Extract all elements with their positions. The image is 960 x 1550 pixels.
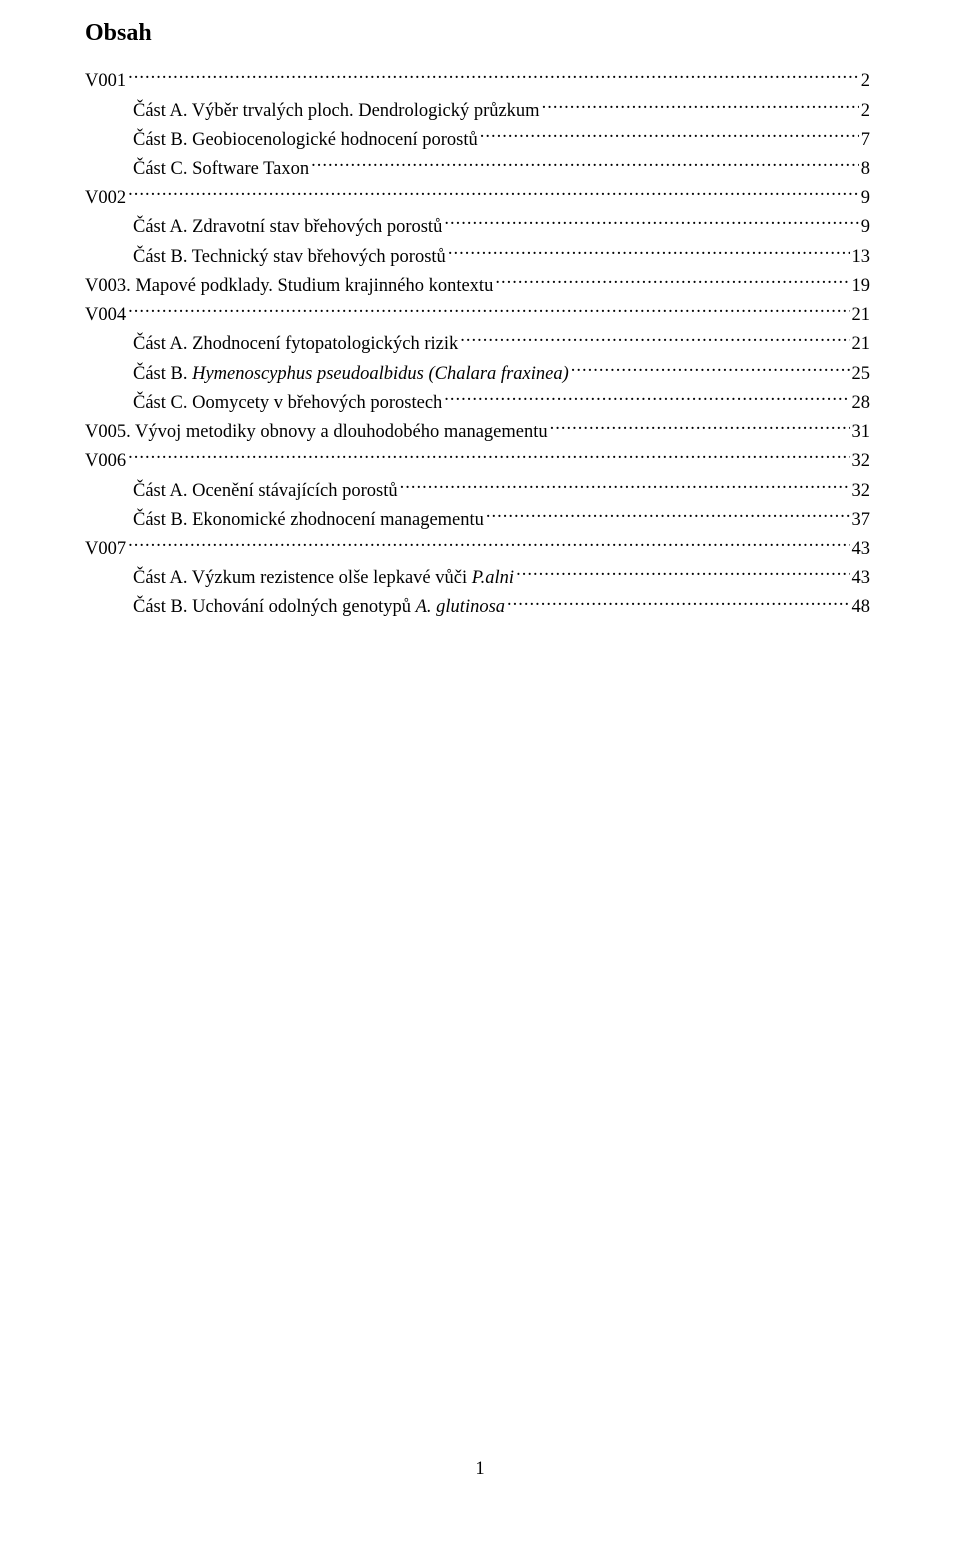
toc-entry-page: 9 <box>861 215 870 240</box>
toc-entry-label: V004 <box>85 303 126 328</box>
toc-entry: Část C. Software Taxon 8 <box>85 153 870 182</box>
toc-entry-page: 32 <box>852 449 871 474</box>
toc-entry-page: 48 <box>852 595 871 620</box>
page-title: Obsah <box>85 20 870 47</box>
toc-entry-page: 8 <box>861 157 870 182</box>
toc-entry-label: V001 <box>85 69 126 94</box>
toc-entry: V005. Vývoj metodiky obnovy a dlouhodobé… <box>85 416 870 445</box>
toc-entry-label: Část A. Ocenění stávajících porostů <box>133 479 398 504</box>
toc-entry-label: V005. Vývoj metodiky obnovy a dlouhodobé… <box>85 420 548 445</box>
toc-entry-label: Část B. Geobiocenologické hodnocení poro… <box>133 128 478 153</box>
toc-entry: Část B. Uchování odolných genotypů A. gl… <box>85 591 870 620</box>
toc-entry: V002 9 <box>85 182 870 211</box>
toc-entry-label: Část B. Technický stav břehových porostů <box>133 245 446 270</box>
toc-entry: Část A. Ocenění stávajících porostů 32 <box>85 474 870 503</box>
toc-leader <box>128 182 859 203</box>
toc-entry: V004 21 <box>85 299 870 328</box>
toc-entry-page: 31 <box>852 420 871 445</box>
toc-leader <box>128 533 849 554</box>
toc-entry-page: 28 <box>852 391 871 416</box>
toc-leader <box>128 445 849 466</box>
toc-entry-label: Část A. Zdravotní stav břehových porostů <box>133 215 442 240</box>
toc-entry-label: Část A. Zhodnocení fytopatologických riz… <box>133 332 458 357</box>
toc-entry-page: 43 <box>852 566 871 591</box>
toc-leader <box>128 65 859 86</box>
toc-entry-label: V002 <box>85 186 126 211</box>
toc-entry-page: 9 <box>861 186 870 211</box>
toc-entry-label: Část A. Výzkum rezistence olše lepkavé v… <box>133 566 514 591</box>
toc-entry: Část C. Oomycety v břehových porostech 28 <box>85 387 870 416</box>
toc-entry: Část A. Výzkum rezistence olše lepkavé v… <box>85 562 870 591</box>
toc-entry-page: 21 <box>852 303 871 328</box>
toc-entry: Část B. Hymenoscyphus pseudoalbidus (Cha… <box>85 357 870 386</box>
toc-entry-label: Část B. Ekonomické zhodnocení management… <box>133 508 484 533</box>
toc-entry: V007 43 <box>85 533 870 562</box>
toc-entry: Část B. Geobiocenologické hodnocení poro… <box>85 123 870 152</box>
toc-leader <box>542 94 859 115</box>
toc-entry-italic: A. glutinosa <box>416 597 505 617</box>
toc-leader <box>550 416 850 437</box>
toc-leader <box>495 270 849 291</box>
toc-entry-page: 37 <box>852 508 871 533</box>
toc-entry-page: 32 <box>852 479 871 504</box>
toc-entry-label: Část A. Výběr trvalých ploch. Dendrologi… <box>133 99 540 124</box>
toc-leader <box>507 591 849 612</box>
toc-entry-page: 2 <box>861 99 870 124</box>
toc-entry: Část B. Ekonomické zhodnocení management… <box>85 504 870 533</box>
toc-entry: V003. Mapové podklady. Studium krajinnéh… <box>85 270 870 299</box>
toc-leader <box>400 474 850 495</box>
toc-leader <box>444 211 858 232</box>
toc-entry-label: Část B. Uchování odolných genotypů A. gl… <box>133 595 505 620</box>
toc-entry-label: V003. Mapové podklady. Studium krajinnéh… <box>85 274 493 299</box>
toc-entry-label: Část B. Hymenoscyphus pseudoalbidus (Cha… <box>133 362 569 387</box>
toc-entry: Část A. Zdravotní stav břehových porostů… <box>85 211 870 240</box>
toc-entry-italic: P.alni <box>472 568 514 588</box>
toc-entry-page: 13 <box>852 245 871 270</box>
toc-leader <box>460 328 849 349</box>
toc-entry: V006 32 <box>85 445 870 474</box>
toc-entry-label: V006 <box>85 449 126 474</box>
toc-entry-page: 21 <box>852 332 871 357</box>
table-of-contents: V001 2 Část A. Výběr trvalých ploch. Dendr… <box>85 65 870 620</box>
toc-leader <box>448 240 850 261</box>
toc-entry-label: Část C. Software Taxon <box>133 157 309 182</box>
page-number: 1 <box>0 1459 960 1480</box>
toc-leader <box>311 153 859 174</box>
toc-entry: Část A. Zhodnocení fytopatologických riz… <box>85 328 870 357</box>
toc-entry-page: 7 <box>861 128 870 153</box>
toc-entry-page: 19 <box>852 274 871 299</box>
toc-entry-page: 2 <box>861 69 870 94</box>
toc-leader <box>486 504 850 525</box>
toc-entry-page: 25 <box>852 362 871 387</box>
toc-leader <box>571 357 850 378</box>
toc-leader <box>516 562 849 583</box>
toc-leader <box>480 123 859 144</box>
toc-entry: Část B. Technický stav břehových porostů… <box>85 240 870 269</box>
toc-entry-italic: Hymenoscyphus pseudoalbidus (Chalara fra… <box>192 364 569 384</box>
toc-entry-label: Část C. Oomycety v břehových porostech <box>133 391 442 416</box>
toc-leader <box>444 387 849 408</box>
toc-leader <box>128 299 849 320</box>
toc-entry: Část A. Výběr trvalých ploch. Dendrologi… <box>85 94 870 123</box>
toc-entry-label: V007 <box>85 537 126 562</box>
toc-entry-page: 43 <box>852 537 871 562</box>
toc-entry: V001 2 <box>85 65 870 94</box>
